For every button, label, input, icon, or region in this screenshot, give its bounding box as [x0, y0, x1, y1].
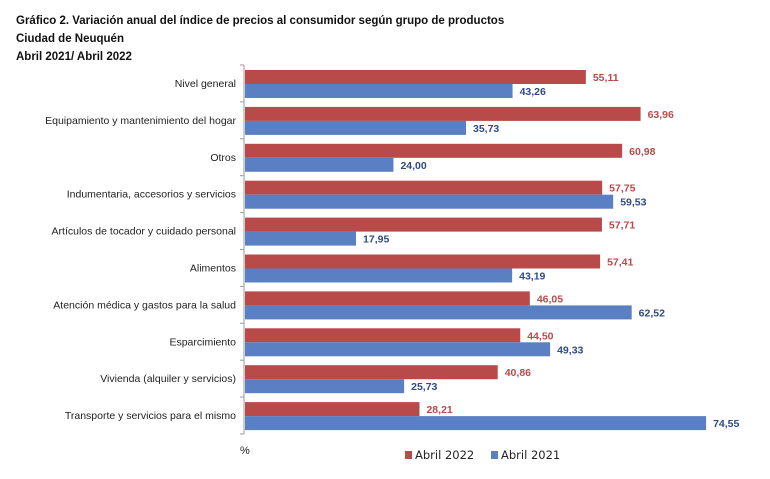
chart-title: Gráfico 2. Variación anual del índice de…	[16, 15, 505, 27]
data-label: 43,26	[520, 86, 546, 98]
bar-abril-2021	[245, 379, 405, 394]
bar-abril-2021	[245, 268, 513, 283]
category-label: Indumentaria, accesorios y servicios	[67, 189, 236, 201]
data-label: 43,19	[519, 271, 545, 283]
bar-abril-2022	[245, 180, 603, 195]
category-label: Otros	[210, 152, 236, 164]
data-label: 40,86	[505, 367, 531, 379]
data-label: 44,50	[527, 330, 553, 342]
x-axis-unit-label: %	[240, 445, 250, 457]
data-label: 62,52	[639, 307, 665, 319]
legend-label: Abril 2021	[501, 448, 560, 462]
data-label: 49,33	[557, 344, 583, 356]
bar-abril-2021	[245, 120, 466, 135]
data-label: 59,53	[620, 197, 646, 209]
legend-label: Abril 2022	[415, 448, 474, 462]
bar-abril-2022	[245, 70, 586, 84]
legend: Abril 2022 Abril 2021	[405, 448, 560, 462]
data-label: 57,71	[609, 220, 635, 232]
data-label: 24,00	[400, 160, 426, 172]
category-label: Alimentos	[190, 263, 236, 275]
y-axis-layer	[240, 64, 245, 435]
data-label: 46,05	[537, 293, 563, 305]
data-label: 55,11	[593, 72, 619, 84]
bar-abril-2022	[245, 106, 641, 121]
bars-layer	[245, 70, 707, 431]
category-label: Vivienda (alquiler y servicios)	[100, 373, 236, 385]
data-label: 60,98	[629, 146, 655, 158]
data-label: 35,73	[473, 123, 499, 135]
category-label: Artículos de tocador y cuidado personal	[52, 226, 236, 238]
chart-period: Abril 2021/ Abril 2022	[16, 51, 132, 63]
category-label: Esparcimiento	[169, 336, 236, 348]
data-label: 17,95	[363, 234, 389, 246]
bar-abril-2021	[245, 194, 614, 209]
labels-layer: Nivel general 55,11 43,26 Equipamiento y ma…	[45, 72, 739, 430]
bar-abril-2022	[245, 291, 530, 306]
category-label: Nivel general	[175, 78, 236, 90]
bar-abril-2021	[245, 231, 357, 246]
bar-abril-2021	[245, 305, 632, 320]
data-label: 57,41	[607, 257, 633, 269]
bar-abril-2022	[245, 217, 602, 232]
data-label: 28,21	[426, 404, 452, 416]
bar-abril-2022	[245, 254, 601, 269]
legend-swatch	[491, 451, 498, 459]
bar-abril-2022	[245, 402, 420, 417]
category-label: Transporte y servicios para el mismo	[65, 410, 236, 422]
data-label: 57,75	[609, 183, 635, 195]
data-label: 63,96	[648, 109, 674, 121]
legend-swatch	[405, 451, 412, 459]
bar-abril-2021	[245, 416, 707, 431]
bar-abril-2021	[245, 84, 513, 98]
category-label: Equipamiento y mantenimiento del hogar	[45, 115, 236, 127]
data-label: 74,55	[713, 418, 739, 430]
chart-subtitle: Ciudad de Neuquén	[16, 33, 124, 45]
bar-abril-2022	[245, 328, 521, 343]
data-label: 25,73	[411, 381, 437, 393]
category-label: Atención médica y gastos para la salud	[53, 299, 236, 311]
bar-abril-2022	[245, 365, 498, 380]
bar-abril-2021	[245, 342, 551, 357]
bar-abril-2022	[245, 143, 623, 158]
bar-abril-2021	[245, 157, 394, 172]
